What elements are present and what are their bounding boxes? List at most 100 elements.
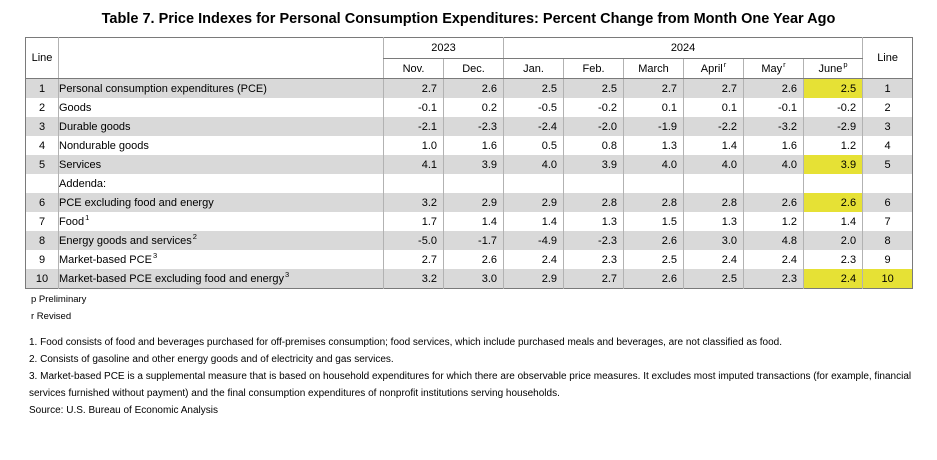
value-cell: 2.7 bbox=[683, 78, 744, 98]
line-number-cell: 5 bbox=[25, 155, 59, 174]
value-cell: 0.2 bbox=[442, 98, 504, 117]
line-number-cell: 7 bbox=[862, 212, 913, 231]
value-cell: -2.1 bbox=[383, 117, 444, 136]
value-cell: 2.9 bbox=[442, 193, 504, 212]
row-label: PCE excluding food and energy bbox=[58, 193, 384, 212]
value-cell: 1.7 bbox=[383, 212, 444, 231]
value-cell bbox=[563, 174, 624, 193]
value-cell: 3.9 bbox=[442, 155, 504, 174]
value-cell: 1.3 bbox=[683, 212, 744, 231]
row-label: Market-based PCE3 bbox=[58, 250, 384, 269]
value-cell: 4.8 bbox=[743, 231, 804, 250]
value-cell bbox=[383, 174, 444, 193]
table-row-market-based-pce-ex-food-energy: 10 Market-based PCE excluding food and e… bbox=[25, 269, 913, 289]
value-cell: 2.6 bbox=[743, 193, 804, 212]
highlighted-value-cell: 2.5 bbox=[803, 78, 863, 98]
line-number-cell: 10 bbox=[25, 269, 59, 289]
month-header-jan: Jan. bbox=[503, 58, 564, 79]
value-cell: 4.0 bbox=[623, 155, 684, 174]
source-line: Source: U.S. Bureau of Economic Analysis bbox=[29, 405, 218, 416]
table-row-services: 5 Services 4.1 3.9 4.0 3.9 4.0 4.0 4.0 3… bbox=[25, 155, 913, 174]
value-cell: 2.7 bbox=[623, 78, 684, 98]
year-header-row: Line 2023 2024 Line bbox=[25, 37, 913, 79]
pce-price-index-table: Line 2023 2024 Line Nov. Dec. Jan. Feb. … bbox=[25, 37, 914, 289]
value-cell: -0.1 bbox=[743, 98, 804, 117]
value-cell: 2.4 bbox=[683, 250, 744, 269]
value-cell: -2.0 bbox=[563, 117, 624, 136]
preliminary-flag: p bbox=[843, 59, 848, 69]
month-header-april: Aprilr bbox=[683, 58, 744, 79]
revised-flag: r bbox=[723, 59, 727, 69]
value-cell: 2.6 bbox=[623, 231, 684, 250]
value-cell: 2.7 bbox=[383, 250, 444, 269]
value-cell bbox=[803, 174, 863, 193]
value-cell: -0.2 bbox=[563, 98, 624, 117]
row-label: Energy goods and services2 bbox=[58, 231, 384, 250]
table-row-food: 7 Food1 1.7 1.4 1.4 1.3 1.5 1.3 1.2 1.4 … bbox=[26, 212, 913, 231]
table-row-pce-ex-food-energy: 6 PCE excluding food and energy 3.2 2.9 … bbox=[25, 193, 913, 212]
value-cell: 1.2 bbox=[743, 212, 804, 231]
value-cell: -0.5 bbox=[503, 98, 564, 117]
value-cell: 2.3 bbox=[563, 250, 624, 269]
value-cell: 1.3 bbox=[563, 212, 624, 231]
value-cell: 2.6 bbox=[743, 78, 804, 98]
line-number-cell: 8 bbox=[25, 231, 59, 250]
page-title: Table 7. Price Indexes for Personal Cons… bbox=[101, 11, 836, 27]
value-cell: 1.0 bbox=[383, 136, 444, 155]
value-cell: 4.0 bbox=[683, 155, 744, 174]
value-cell: 1.3 bbox=[623, 136, 684, 155]
row-label: Market-based PCE excluding food and ener… bbox=[58, 269, 384, 289]
value-cell: 1.2 bbox=[803, 136, 863, 155]
footnote-1: 1. Food consists of food and beverages p… bbox=[29, 337, 783, 348]
footnote-2: 2. Consists of gasoline and other energy… bbox=[29, 354, 394, 365]
highlighted-value-cell: 2.6 bbox=[803, 193, 863, 212]
row-label: Nondurable goods bbox=[58, 136, 384, 155]
value-cell: 2.7 bbox=[563, 269, 624, 289]
value-cell: -3.2 bbox=[743, 117, 804, 136]
value-cell: 1.4 bbox=[803, 212, 863, 231]
value-cell bbox=[743, 174, 804, 193]
line-number-cell: 8 bbox=[862, 231, 913, 250]
row-label: Durable goods bbox=[58, 117, 384, 136]
value-cell: 2.8 bbox=[623, 193, 684, 212]
month-header-march: March bbox=[623, 58, 684, 79]
line-number-cell bbox=[26, 174, 59, 193]
value-cell: 4.0 bbox=[503, 155, 564, 174]
value-cell: 4.1 bbox=[383, 155, 444, 174]
table-row-goods: 2 Goods -0.1 0.2 -0.5 -0.2 0.1 0.1 -0.1 … bbox=[26, 98, 913, 117]
line-number-cell: 2 bbox=[38, 101, 46, 114]
value-cell: 2.5 bbox=[563, 78, 624, 98]
value-cell: 4.0 bbox=[743, 155, 804, 174]
value-cell: 2.5 bbox=[503, 78, 564, 98]
line-number-cell: 3 bbox=[25, 117, 59, 136]
value-cell: 2.5 bbox=[623, 250, 684, 269]
line-column-header-left: Line bbox=[25, 37, 59, 79]
line-number-cell: 5 bbox=[862, 155, 913, 174]
row-label-column-header bbox=[58, 37, 384, 79]
line-column-header-right: Line bbox=[862, 37, 913, 79]
value-cell bbox=[623, 174, 684, 193]
line-number-cell: 6 bbox=[25, 193, 59, 212]
value-cell: 1.4 bbox=[442, 212, 504, 231]
value-cell: 2.7 bbox=[383, 78, 444, 98]
table-row-durable-goods: 3 Durable goods -2.1 -2.3 -2.4 -2.0 -1.9… bbox=[25, 117, 913, 136]
value-cell: -1.7 bbox=[442, 231, 504, 250]
value-cell: -2.2 bbox=[683, 117, 744, 136]
highlighted-line-number-cell: 10 bbox=[862, 269, 913, 289]
value-cell: -2.3 bbox=[442, 117, 504, 136]
month-header-may: Mayr bbox=[743, 58, 804, 79]
value-cell bbox=[683, 174, 744, 193]
value-cell: -0.2 bbox=[803, 98, 863, 117]
line-number-cell: 1 bbox=[862, 78, 913, 98]
value-cell: 2.6 bbox=[623, 269, 684, 289]
value-cell: 2.3 bbox=[803, 250, 863, 269]
value-cell: 2.8 bbox=[683, 193, 744, 212]
month-header-nov: Nov. bbox=[383, 58, 444, 79]
value-cell: 1.5 bbox=[623, 212, 684, 231]
line-number-cell: 4 bbox=[38, 139, 46, 152]
revised-note: r Revised bbox=[31, 311, 72, 322]
value-cell: 1.4 bbox=[683, 136, 744, 155]
value-cell: 1.6 bbox=[442, 136, 504, 155]
row-label: Personal consumption expenditures (PCE) bbox=[58, 78, 384, 98]
value-cell: 2.3 bbox=[743, 269, 804, 289]
